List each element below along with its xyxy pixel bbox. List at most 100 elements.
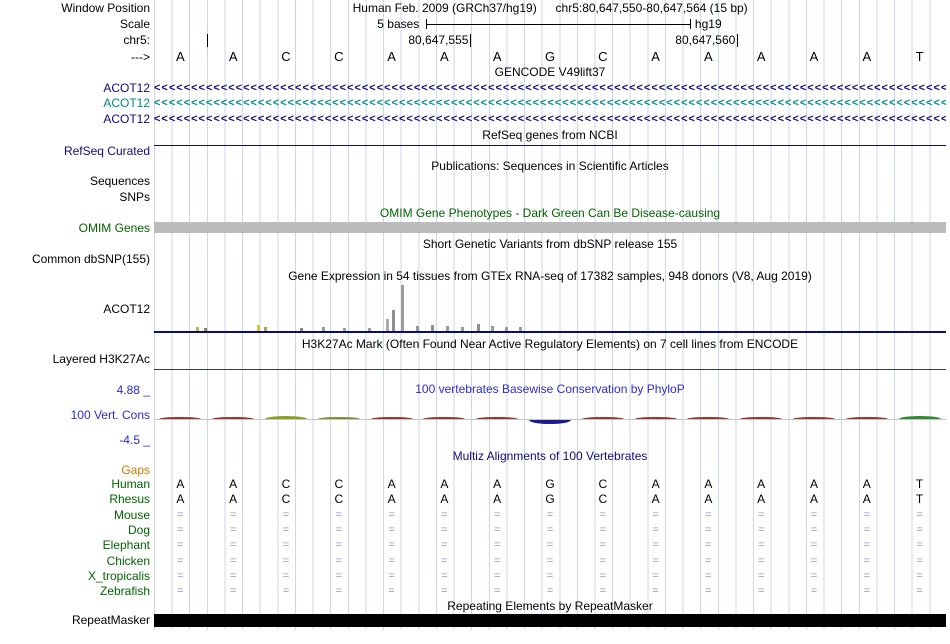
seq-base: A (387, 49, 396, 64)
alignment-row-x_tropicalis[interactable]: X_tropicalis = = = = = = = = = = = = = = = (0, 569, 950, 584)
sequences-row[interactable]: Sequences (0, 174, 950, 189)
align-eq: = (493, 509, 501, 521)
align-eq: = (229, 524, 237, 536)
align-eq: = (177, 555, 184, 567)
align-eq: = (177, 509, 184, 521)
alignment-row-chicken[interactable]: Chicken = = = = = = = = = = = = = = = (0, 554, 950, 569)
h3k27ac-baseline (154, 369, 946, 370)
window-position-row: Window Position Human Feb. 2009 (GRCh37/… (0, 0, 950, 16)
gtex-row[interactable]: ACOT12 (0, 285, 950, 333)
h3k27ac-track-title[interactable]: H3K27Ac Mark (Often Found Near Active Re… (301, 337, 799, 351)
conservation-mark (740, 417, 783, 419)
layered-h3k27ac-row[interactable]: Layered H3K27Ac (0, 352, 950, 371)
align-base: A (387, 492, 396, 506)
conservation-mark (476, 417, 519, 419)
alignment-track[interactable]: = = = = = = = = = = = = = = = (154, 508, 946, 523)
repeatmasker-row[interactable]: RepeatMasker (0, 614, 950, 627)
omim-genes-row[interactable]: OMIM Genes (0, 222, 950, 234)
refseq-gene-line (154, 145, 946, 146)
omim-gene-bar[interactable] (154, 222, 946, 233)
align-eq: = (652, 539, 659, 551)
alignment-row-human[interactable]: Human A A C C A A A G C A A A A A T (0, 477, 950, 492)
scale-bar-label: 5 bases (377, 17, 420, 31)
repeat-element-bar[interactable] (154, 614, 946, 627)
gtex-expression-track[interactable] (154, 285, 946, 333)
ruler-tick-label: 80,647,560 (675, 33, 736, 47)
repeatmasker-track-title[interactable]: Repeating Elements by RepeatMasker (447, 599, 653, 613)
gene-row-acot12-3[interactable]: ACOT12 (0, 112, 950, 127)
seq-base: A (809, 49, 819, 64)
species-label: Zebrafish (99, 584, 150, 598)
snps-row[interactable]: SNPs (0, 190, 950, 205)
gaps-label: Gaps (121, 463, 150, 477)
gene-intron-arrows[interactable] (154, 96, 946, 111)
phylop-max-row: 4.88 _ (0, 383, 950, 397)
align-eq: = (546, 539, 554, 551)
align-eq: = (388, 509, 395, 521)
phylop-conservation-row[interactable]: 100 Vert. Cons (0, 398, 950, 436)
omim-track-title[interactable]: OMIM Gene Phenotypes - Dark Green Can Be… (379, 206, 721, 220)
gene-label: ACOT12 (103, 96, 150, 110)
refseq-curated-track[interactable] (154, 143, 946, 159)
seq-base: A (862, 49, 872, 64)
common-dbsnp-row[interactable]: Common dbSNP(155) (0, 252, 950, 267)
h3k27ac-track[interactable] (154, 352, 946, 371)
omim-genes-track[interactable] (154, 222, 946, 234)
gencode-track-title[interactable]: GENCODE V49lift37 (494, 65, 606, 79)
phylop-min-row: -4.5 _ (0, 433, 950, 447)
gene-label: ACOT12 (103, 81, 150, 95)
refseq-track-title[interactable]: RefSeq genes from NCBI (482, 128, 618, 142)
alignment-row-dog[interactable]: Dog = = = = = = = = = = = = = = = (0, 523, 950, 538)
conservation-wiggle-track[interactable] (154, 398, 946, 436)
alignment-row-elephant[interactable]: Elephant = = = = = = = = = = = = = = = (0, 538, 950, 553)
align-eq: = (335, 555, 343, 567)
alignment-track[interactable]: = = = = = = = = = = = = = = = (154, 569, 946, 584)
alignment-track[interactable]: = = = = = = = = = = = = = = = (154, 523, 946, 538)
align-eq: = (863, 509, 871, 521)
dbsnp-track-title[interactable]: Short Genetic Variants from dbSNP releas… (422, 237, 678, 251)
alignment-row-zebrafish[interactable]: Zebrafish = = = = = = = = = = = = = = = (0, 584, 950, 599)
align-eq: = (916, 570, 923, 582)
gene-label: ACOT12 (103, 112, 150, 126)
multiz-track-title[interactable]: Multiz Alignments of 100 Vertebrates (452, 449, 648, 463)
gtex-expression-bar (204, 328, 207, 331)
align-eq: = (599, 555, 607, 567)
base-position-ruler[interactable]: 80,647,555 80,647,560 (154, 33, 946, 48)
alignment-track[interactable]: = = = = = = = = = = = = = = = (154, 554, 946, 569)
ruler-tick (207, 34, 209, 47)
gene-intron-arrows[interactable] (154, 112, 946, 127)
gene-intron-arrows[interactable] (154, 81, 946, 96)
phylop-track-title[interactable]: 100 vertebrates Basewise Conservation by… (415, 382, 685, 396)
align-eq: = (757, 585, 765, 597)
align-eq: = (441, 555, 448, 567)
align-eq: = (335, 585, 343, 597)
align-eq: = (546, 555, 554, 567)
scale-bar (425, 19, 691, 29)
align-eq: = (229, 509, 237, 521)
align-eq: = (282, 509, 290, 521)
alignment-row-mouse[interactable]: Mouse = = = = = = = = = = = = = = = (0, 508, 950, 523)
alignment-row-rhesus[interactable]: Rhesus A A C C A A A G C A A A A A T (0, 492, 950, 507)
align-base: A (229, 492, 238, 506)
species-label: X_tropicalis (87, 569, 150, 583)
align-eq: = (652, 555, 659, 567)
align-eq: = (441, 509, 448, 521)
align-eq: = (916, 524, 923, 536)
species-label: Chicken (106, 554, 150, 568)
gene-row-acot12-1[interactable]: ACOT12 (0, 81, 950, 96)
repeatmasker-track[interactable] (154, 614, 946, 627)
gtex-track-title[interactable]: Gene Expression in 54 tissues from GTEx … (288, 269, 812, 283)
conservation-baseline (154, 419, 946, 420)
gene-row-acot12-2[interactable]: ACOT12 (0, 96, 950, 111)
align-base: A (704, 492, 713, 506)
alignment-track[interactable]: = = = = = = = = = = = = = = = (154, 584, 946, 599)
base-position-row[interactable]: chr5: 80,647,555 80,647,560 (0, 33, 950, 48)
refseq-curated-row[interactable]: RefSeq Curated (0, 143, 950, 159)
conservation-mark (845, 417, 888, 419)
alignment-track[interactable]: = = = = = = = = = = = = = = = (154, 538, 946, 553)
publications-track-title[interactable]: Publications: Sequences in Scientific Ar… (431, 159, 669, 173)
align-eq: = (335, 570, 343, 582)
